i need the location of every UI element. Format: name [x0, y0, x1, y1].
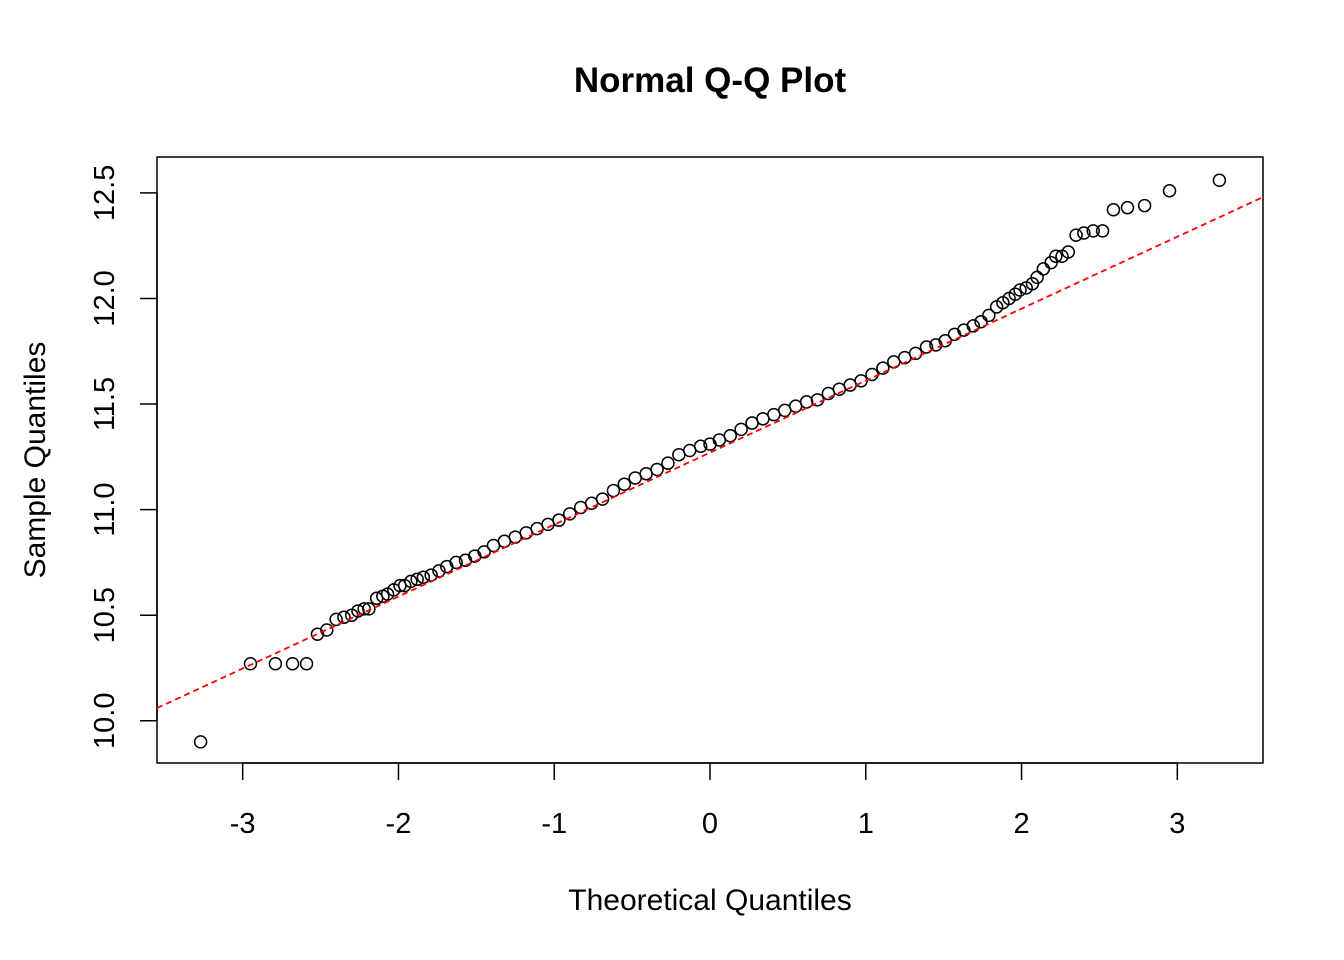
data-point [1162, 184, 1177, 198]
data-point [1077, 226, 1091, 240]
data-point [595, 492, 610, 506]
data-point [362, 602, 376, 616]
y-tick-label: 11.0 [89, 482, 121, 536]
y-axis-label: Sample Quantiles [19, 342, 52, 579]
data-point [410, 572, 424, 587]
data-point [552, 513, 566, 527]
data-point [1049, 249, 1063, 263]
y-tick-label: 12.0 [89, 270, 121, 326]
plot-frame [156, 156, 1264, 764]
data-point [299, 657, 314, 671]
data-point [1036, 262, 1051, 276]
x-axis-label: Theoretical Quantiles [568, 884, 851, 917]
data-point [693, 439, 708, 454]
data-point [320, 623, 334, 637]
x-tick-label: 2 [1013, 808, 1029, 840]
x-tick-label: 0 [702, 808, 718, 840]
data-point [416, 570, 431, 584]
data-point [193, 735, 208, 749]
plot-area [156, 173, 1264, 749]
y-tick-label: 10.5 [89, 587, 121, 643]
x-axis: -3 -2 -1 0 1 2 3 [230, 762, 1185, 840]
data-point [1061, 245, 1076, 259]
data-point [1069, 228, 1083, 242]
data-point [243, 657, 258, 671]
y-tick-label: 10.0 [89, 693, 121, 749]
x-tick-label: 3 [1169, 808, 1185, 840]
data-point [449, 555, 463, 570]
data-point [337, 610, 351, 625]
x-tick-label: -3 [230, 808, 256, 840]
data-point [908, 346, 923, 361]
y-axis: 10.0 10.5 11.0 11.5 12.0 12.5 [89, 165, 158, 749]
data-point [1120, 200, 1135, 215]
data-point [650, 462, 664, 477]
x-tick-label: -1 [541, 808, 567, 840]
data-point [876, 361, 890, 375]
y-tick-label: 11.5 [89, 377, 121, 431]
data-point [477, 545, 491, 559]
reference-line [156, 196, 1264, 709]
data-point [1008, 287, 1023, 301]
y-tick-label: 12.5 [89, 165, 121, 221]
data-point [1095, 224, 1110, 238]
data-point [661, 456, 675, 470]
data-point [268, 657, 283, 671]
data-point [723, 428, 738, 443]
data-point [617, 477, 632, 492]
data-point [1106, 203, 1121, 217]
data-point [285, 657, 300, 671]
data-point [865, 367, 879, 382]
chart-title: Normal Q-Q Plot [574, 61, 847, 100]
x-tick-label: 1 [858, 808, 874, 840]
x-tick-label: -2 [386, 808, 412, 840]
data-point [734, 422, 748, 437]
data-point [919, 340, 934, 354]
data-point [1013, 283, 1027, 297]
data-point [966, 319, 981, 333]
data-point [606, 483, 621, 498]
data-point [1137, 198, 1152, 213]
data-point [329, 612, 343, 627]
data-point [404, 574, 418, 589]
data-point [1086, 224, 1100, 238]
data-point [1212, 173, 1227, 187]
data-point [982, 308, 996, 323]
